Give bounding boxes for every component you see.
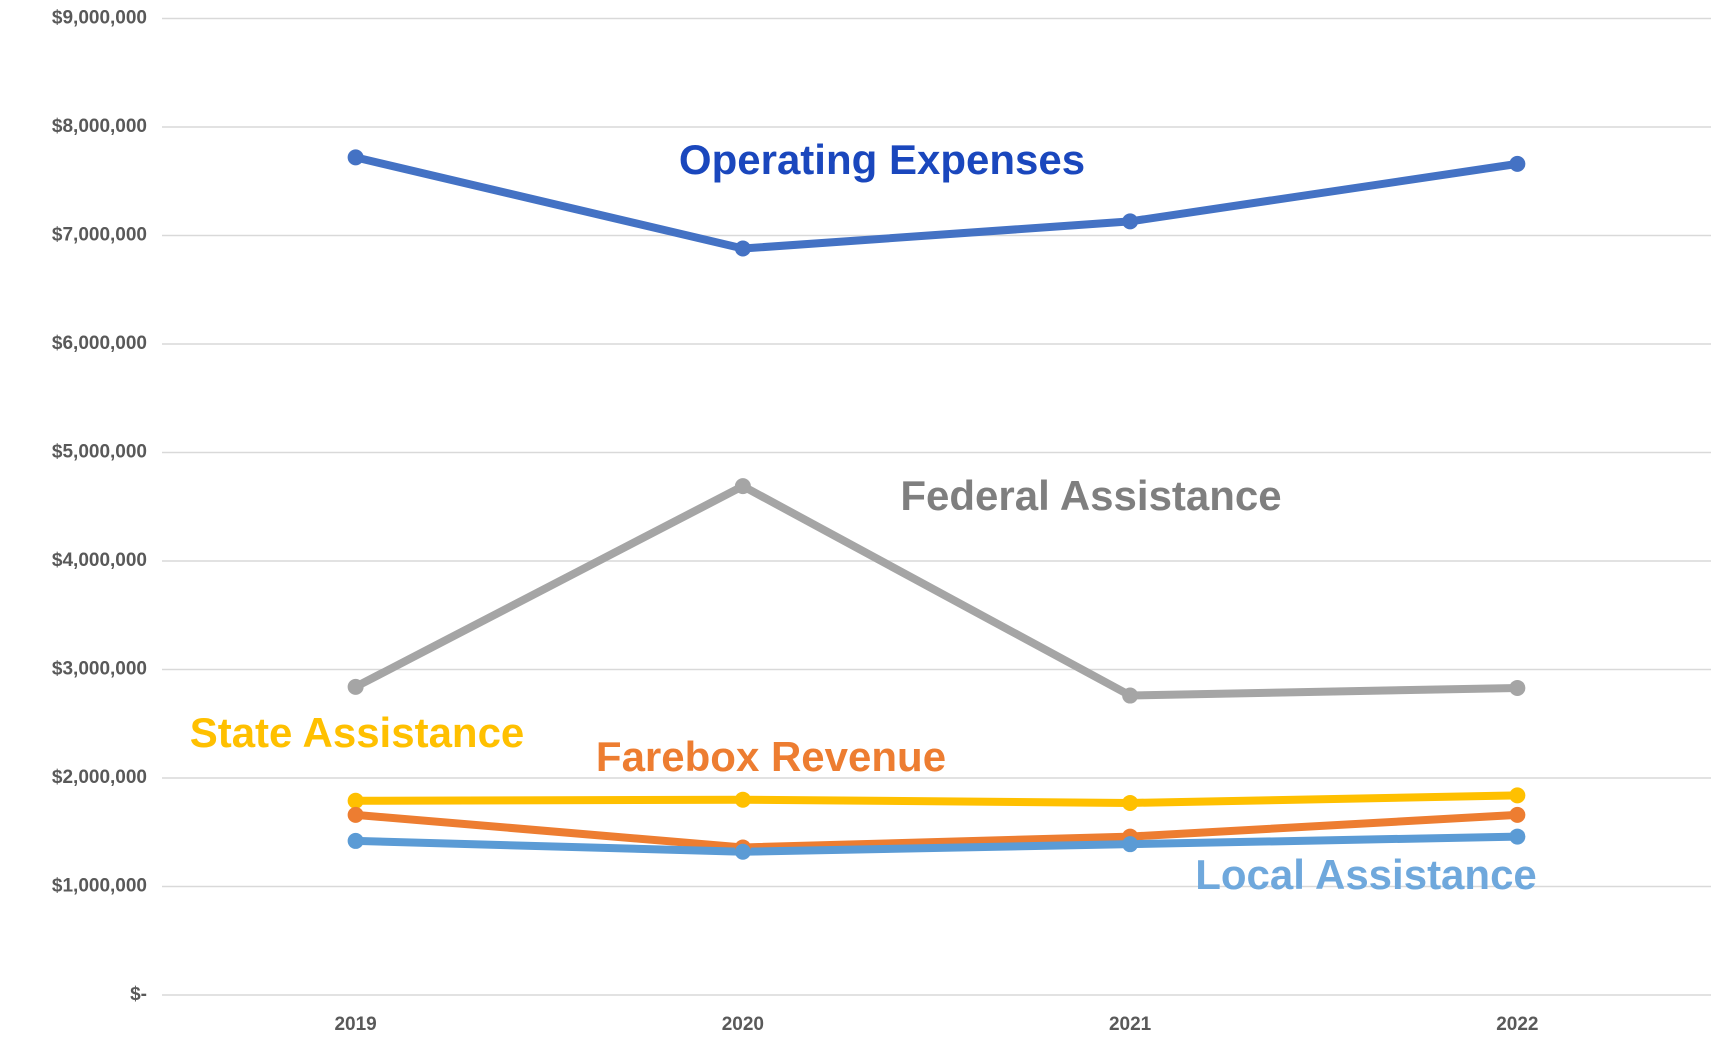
x-tick-label: 2020 [722, 1014, 764, 1035]
y-tick-label: $9,000,000 [52, 8, 147, 29]
y-tick-label: $2,000,000 [52, 767, 147, 788]
data-point [1509, 679, 1526, 696]
data-point [347, 792, 364, 809]
y-tick-label: $1,000,000 [52, 876, 147, 897]
x-tick-label: 2019 [334, 1014, 376, 1035]
x-tick-label: 2022 [1496, 1014, 1538, 1035]
data-point [347, 832, 364, 849]
series-line [355, 791, 1518, 807]
y-tick-label: $8,000,000 [52, 116, 147, 137]
y-tick-label: $- [130, 984, 147, 1005]
data-point [1122, 687, 1139, 704]
data-point [734, 478, 751, 495]
data-point [1122, 213, 1139, 230]
y-tick-label: $7,000,000 [52, 225, 147, 246]
data-point [1509, 155, 1526, 172]
y-tick-label: $4,000,000 [52, 550, 147, 571]
data-point [1509, 787, 1526, 804]
y-tick-label: $6,000,000 [52, 333, 147, 354]
y-tick-label: $3,000,000 [52, 659, 147, 680]
series-label: Farebox Revenue [596, 733, 946, 780]
data-point [1122, 794, 1139, 811]
data-point [347, 149, 364, 166]
series-label: State Assistance [190, 709, 525, 756]
data-point [734, 791, 751, 808]
series-label: Local Assistance [1195, 851, 1537, 898]
data-point [347, 806, 364, 823]
series-label: Federal Assistance [900, 472, 1281, 519]
data-point [1122, 836, 1139, 853]
data-point [1509, 806, 1526, 823]
series-line [355, 832, 1518, 856]
y-tick-label: $5,000,000 [52, 442, 147, 463]
series-line [353, 482, 1518, 700]
series-line [355, 810, 1518, 852]
data-point [734, 843, 751, 860]
data-point [734, 240, 751, 257]
x-tick-label: 2021 [1109, 1014, 1152, 1035]
data-point [347, 678, 364, 695]
series-line [354, 153, 1518, 253]
data-point [1509, 828, 1526, 845]
series-label: Operating Expenses [679, 136, 1085, 183]
